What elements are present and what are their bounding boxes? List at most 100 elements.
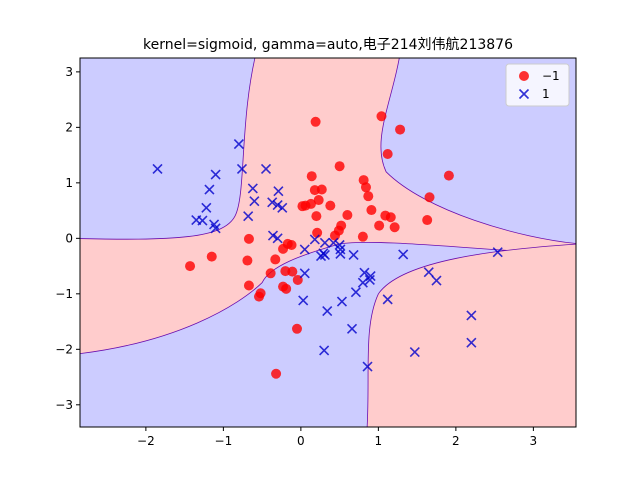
data-point — [265, 268, 276, 279]
data-point — [272, 199, 283, 211]
data-point — [236, 163, 248, 175]
axes: −2 −1 0 1 2 3 −3 −2 −1 0 1 2 3 — [55, 57, 577, 448]
y-tick: 0 — [65, 231, 80, 245]
x-tick-label: 1 — [375, 434, 383, 448]
y-tick-label: −3 — [55, 398, 73, 412]
data-point — [385, 212, 396, 223]
data-point — [325, 200, 336, 211]
data-point — [272, 233, 283, 244]
data-point — [210, 169, 221, 180]
x-tick: −2 — [137, 427, 155, 448]
data-point — [334, 161, 345, 172]
data-point — [281, 283, 292, 294]
data-point — [310, 116, 321, 127]
y-tick: 2 — [65, 120, 80, 134]
legend-label: 1 — [542, 87, 550, 101]
data-point — [278, 243, 289, 254]
data-point — [311, 211, 322, 222]
data-point — [243, 211, 254, 222]
data-point — [398, 249, 409, 260]
x-tick-label: −1 — [215, 434, 233, 448]
region-class-neg-2 — [366, 243, 576, 427]
y-tick-label: 0 — [65, 231, 73, 245]
data-point — [309, 234, 320, 245]
y-tick-label: 3 — [65, 65, 73, 79]
data-point — [335, 248, 346, 259]
data-point — [382, 294, 393, 305]
data-point — [210, 223, 221, 234]
data-point — [362, 361, 373, 372]
data-point — [197, 215, 208, 226]
data-point — [185, 261, 196, 272]
data-point — [298, 295, 309, 306]
data-point — [267, 230, 279, 241]
data-point — [423, 267, 434, 278]
legend-marker-neg — [519, 71, 529, 81]
legend: −11 — [505, 63, 570, 107]
data-point — [360, 182, 371, 193]
data-point — [273, 186, 284, 197]
data-point — [376, 111, 387, 122]
data-point — [431, 275, 442, 286]
data-point — [277, 202, 288, 213]
data-point — [319, 249, 330, 261]
y-tick-label: −2 — [55, 342, 73, 356]
data-point — [422, 215, 433, 226]
data-point — [247, 183, 258, 194]
data-point — [389, 222, 400, 233]
data-point — [364, 274, 375, 286]
data-point — [342, 210, 353, 221]
data-point — [201, 202, 212, 213]
x-tick-label: 3 — [530, 434, 538, 448]
data-point — [366, 205, 377, 216]
data-point — [306, 171, 317, 182]
data-point — [297, 201, 308, 212]
plot-frame — [79, 57, 577, 428]
data-point — [254, 291, 265, 302]
legend-label: −1 — [542, 69, 560, 83]
data-point — [271, 368, 282, 379]
data-point — [443, 170, 454, 181]
data-point — [286, 239, 297, 250]
data-point — [359, 267, 370, 278]
x-tick: 2 — [452, 427, 460, 448]
data-point — [466, 310, 477, 321]
data-point — [270, 254, 281, 265]
data-point — [357, 277, 368, 288]
y-tick: −2 — [55, 342, 80, 356]
data-point — [319, 345, 330, 356]
data-point — [363, 191, 374, 202]
data-point — [204, 184, 215, 195]
y-tick-label: −1 — [55, 287, 73, 301]
data-point — [319, 237, 330, 248]
data-point — [316, 184, 327, 195]
x-tick: 0 — [297, 427, 305, 448]
data-point — [374, 220, 385, 231]
data-point — [313, 195, 324, 206]
data-point — [336, 296, 348, 307]
x-tick-label: 0 — [297, 434, 305, 448]
data-point — [382, 148, 393, 159]
y-tick: 1 — [65, 176, 80, 190]
series-pos — [152, 138, 503, 372]
y-tick: 3 — [65, 65, 80, 79]
data-point — [348, 249, 359, 261]
data-point — [346, 323, 358, 334]
data-point — [424, 192, 435, 203]
data-point — [492, 247, 503, 258]
data-point — [243, 233, 254, 244]
data-point — [335, 244, 346, 255]
data-point — [350, 287, 361, 298]
data-point — [395, 124, 406, 135]
x-tick-label: −2 — [137, 434, 155, 448]
decision-regions — [80, 58, 576, 427]
x-tick: 3 — [530, 427, 538, 448]
x-tick-label: 2 — [452, 434, 460, 448]
data-point — [329, 230, 340, 241]
x-tick: −1 — [215, 427, 233, 448]
y-tick: −1 — [55, 287, 80, 301]
data-point — [409, 347, 420, 358]
data-point — [299, 244, 310, 255]
